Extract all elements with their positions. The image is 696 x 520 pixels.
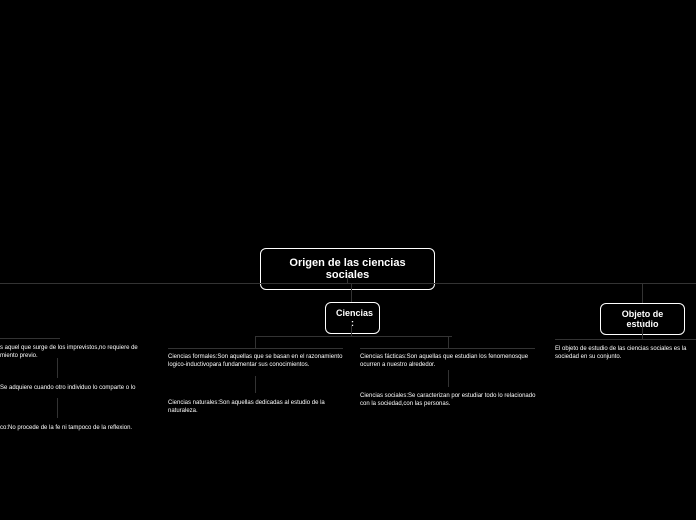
text-naturales: Ciencias naturales:Son aquellas dedicada… (168, 400, 343, 416)
connector-line (0, 283, 696, 284)
connector-line (255, 376, 256, 393)
text-objeto: El objeto de estudio de las ciencias soc… (555, 346, 696, 362)
ciencias-node: Ciencias : (325, 302, 380, 334)
connector-line (0, 338, 60, 339)
connector-line (351, 326, 352, 336)
connector-line (555, 339, 696, 340)
text-formales: Ciencias formales:Son aquellas que se ba… (168, 354, 343, 370)
connector-line (347, 273, 348, 283)
text-left2: Se adquiere cuando otro individuo lo com… (0, 385, 145, 393)
connector-line (255, 336, 256, 348)
ciencias-title: Ciencias : (336, 308, 373, 328)
connector-line (360, 348, 535, 349)
connector-line (57, 398, 58, 418)
connector-line (448, 336, 449, 348)
connector-line (642, 283, 643, 303)
connector-line (351, 283, 352, 302)
connector-line (255, 336, 452, 337)
text-sociales: Ciencias sociales:Se caracterizan por es… (360, 393, 540, 409)
connector-line (448, 370, 449, 387)
text-facticas: Ciencias fácticas:Son aquellas que estud… (360, 354, 540, 370)
connector-line (57, 358, 58, 378)
connector-line (642, 319, 643, 339)
connector-line (168, 348, 343, 349)
text-left1: s aquel que surge de los imprevistos,no … (0, 345, 145, 361)
text-left3: co:No procede de la fe ni tampoco de la … (0, 425, 145, 433)
